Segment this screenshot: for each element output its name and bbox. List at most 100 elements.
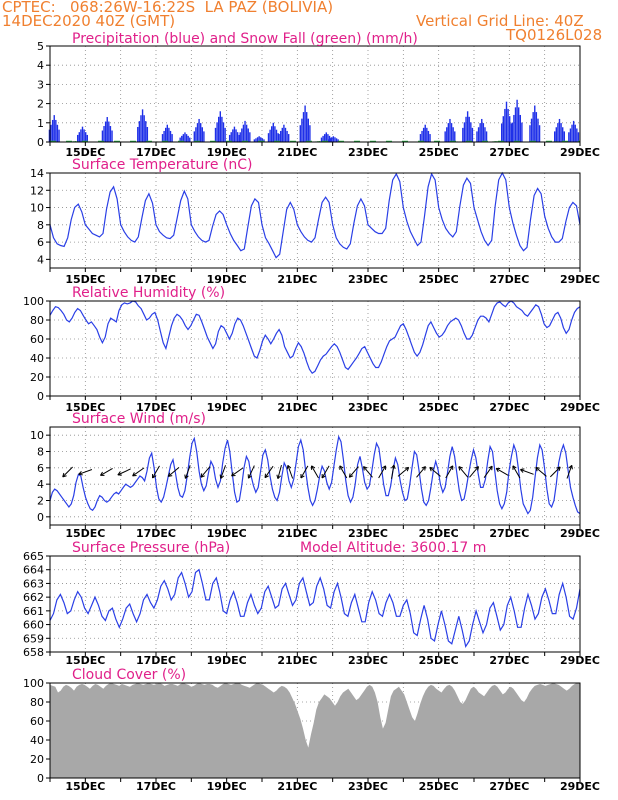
precip-bar <box>214 127 217 142</box>
precip-bar <box>484 127 486 142</box>
precip-bar <box>245 124 248 142</box>
temperature-frame <box>49 172 581 269</box>
precip-bar <box>327 139 330 142</box>
wind-arrow-head <box>231 472 234 477</box>
precip-bar <box>198 118 200 142</box>
precip-bar <box>426 127 428 142</box>
precip-bar <box>255 138 257 142</box>
humidity-xtick-label: 25DEC <box>419 401 459 414</box>
humidity-ytick-label: 100 <box>23 295 44 308</box>
wind-arrow-head <box>62 475 67 478</box>
wind-arrow-head <box>381 465 386 469</box>
wind-arrow-head <box>264 475 269 479</box>
precip-bar <box>140 115 142 142</box>
pressure-subtitle: Model Altitude: 3600.17 m <box>300 540 486 556</box>
temperature-ytick-label: 8 <box>37 219 44 232</box>
wind-arrow-shaft <box>549 466 561 478</box>
precip-bar <box>574 124 576 142</box>
precip-bar <box>86 134 88 142</box>
wind-xtick-label: 15DEC <box>65 527 105 540</box>
wind-arrow-shaft <box>167 467 180 477</box>
precip-bar <box>193 131 195 142</box>
wind-arrow-head <box>406 467 410 472</box>
precip-bar <box>232 129 234 142</box>
wind-arrow-shaft <box>311 465 319 479</box>
precip-bar <box>324 134 326 142</box>
precip-bar <box>238 134 240 142</box>
wind-arrow <box>286 464 294 479</box>
precip-bar <box>281 127 283 142</box>
wind-arrow <box>311 465 319 479</box>
temperature-xtick-label: 15DEC <box>65 273 105 286</box>
precip-xtick-label: 21DEC <box>277 146 317 159</box>
wind-xtick-label: 25DEC <box>419 527 459 540</box>
wind-arrow-head <box>363 466 368 469</box>
precip-bar <box>560 123 562 142</box>
precip-bar <box>576 128 578 142</box>
header-line1: CPTEC: 068:26W-16:22S LA PAZ (BOLIVIA) <box>2 0 334 16</box>
humidity-xtick-label: 23DEC <box>348 401 388 414</box>
precip-xtick-label: 25DEC <box>419 146 459 159</box>
humidity-ytick-label: 80 <box>30 314 44 327</box>
precip-xtick-label: 27DEC <box>489 146 529 159</box>
wind-arrow-shaft <box>416 466 426 478</box>
wind-arrow-head <box>185 475 189 479</box>
wind-arrow-shaft <box>220 465 226 479</box>
humidity-xtick-label: 27DEC <box>489 401 529 414</box>
humidity-ytick-label: 40 <box>30 352 44 365</box>
precip-bar <box>519 114 521 142</box>
precip-bar <box>111 130 113 142</box>
wind-arrow-shaft <box>200 466 211 478</box>
temperature-ytick-label: 6 <box>37 236 44 249</box>
wind-ytick-label: 10 <box>30 429 44 442</box>
cloud-ytick-label: 60 <box>30 715 44 728</box>
wind-arrow <box>132 467 145 477</box>
wind-arrow-shaft <box>117 468 131 476</box>
precip-bar <box>141 109 144 142</box>
precip-bar <box>85 132 87 142</box>
wind-arrow <box>78 469 93 476</box>
precip-bar <box>77 134 79 142</box>
wind-arrow-head <box>429 466 434 469</box>
wind-arrow-head <box>535 466 540 469</box>
wind-arrow-shaft <box>495 467 509 476</box>
humidity-ytick-label: 0 <box>37 390 44 403</box>
humidity-xtick-label: 29DEC <box>560 401 600 414</box>
wind-xtick-label: 17DEC <box>136 527 176 540</box>
wind-arrow-head <box>474 466 479 469</box>
precip-bar <box>572 120 575 142</box>
precip-bar <box>477 127 480 142</box>
cloud-panel: 0 20 40 60 80 100 15DEC 17DEC 19DEC 21DEC 23DEC 25D… <box>23 667 600 793</box>
precip-bar <box>256 137 259 142</box>
wind-arrow-head <box>167 472 171 477</box>
cloud-ytick-label: 20 <box>30 753 44 766</box>
precip-bar <box>482 123 485 142</box>
wind-arrow-head <box>200 475 205 478</box>
wind-ytick-label: 8 <box>37 446 44 459</box>
humidity-xtick-label: 17DEC <box>136 401 176 414</box>
precip-bar <box>419 134 422 142</box>
wind-arrow <box>100 467 113 476</box>
precip-bar <box>422 127 425 142</box>
precip-xtick-label: 15DEC <box>65 146 105 159</box>
cloud-frame <box>49 682 581 779</box>
wind-arrow-head <box>393 464 396 469</box>
wind-ytick-label: 6 <box>37 462 44 475</box>
wind-arrow-head <box>78 473 83 476</box>
wind-arrow-shaft <box>264 465 274 478</box>
precip-bar <box>307 118 309 142</box>
precip-bar <box>501 123 503 142</box>
grid-note: Vertical Grid Line: 40Z <box>416 12 584 30</box>
wind-arrow <box>62 466 73 478</box>
wind-arrow-head <box>429 467 432 472</box>
pressure-xtick-label: 25DEC <box>419 654 459 667</box>
precip-xtick-label: 29DEC <box>560 146 600 159</box>
wind-arrow <box>445 465 454 479</box>
humidity-xtick-label: 21DEC <box>277 401 317 414</box>
precip-bar <box>230 132 232 142</box>
wind-arrow <box>152 465 160 479</box>
precip-bar <box>182 134 185 142</box>
precip-bar <box>56 124 59 142</box>
precip-bar <box>306 112 308 142</box>
